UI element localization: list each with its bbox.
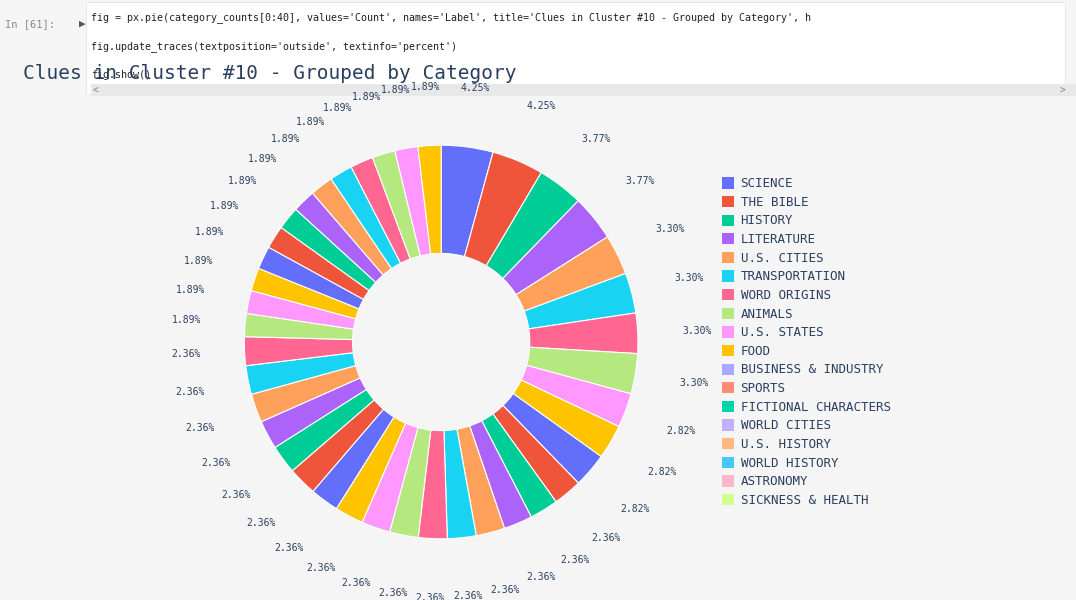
Wedge shape (269, 227, 369, 299)
Text: 1.89%: 1.89% (323, 103, 353, 113)
Text: Clues in Cluster #10 - Grouped by Category: Clues in Cluster #10 - Grouped by Catego… (23, 64, 516, 83)
Text: 1.89%: 1.89% (228, 176, 257, 186)
Wedge shape (521, 365, 631, 427)
Wedge shape (246, 290, 356, 329)
Wedge shape (244, 313, 354, 340)
Text: 2.36%: 2.36% (341, 578, 371, 588)
Wedge shape (486, 173, 578, 278)
Wedge shape (444, 429, 477, 539)
Text: 2.36%: 2.36% (561, 555, 590, 565)
Bar (91, 85, 1076, 96)
Text: fig.show(): fig.show() (91, 70, 152, 80)
Wedge shape (493, 406, 579, 502)
Wedge shape (419, 430, 448, 539)
Text: 2.36%: 2.36% (222, 490, 251, 500)
Wedge shape (313, 409, 394, 509)
Text: 2.36%: 2.36% (185, 423, 215, 433)
Text: 2.36%: 2.36% (201, 458, 230, 467)
Wedge shape (293, 400, 383, 491)
Text: 1.89%: 1.89% (411, 82, 441, 92)
Wedge shape (244, 337, 353, 366)
Text: fig.update_traces(textposition='outside', textinfo='percent'): fig.update_traces(textposition='outside'… (91, 41, 457, 52)
Text: 2.82%: 2.82% (621, 504, 650, 514)
Wedge shape (417, 145, 441, 254)
Wedge shape (457, 426, 505, 536)
Wedge shape (395, 146, 430, 256)
Text: 2.36%: 2.36% (591, 533, 620, 543)
Wedge shape (261, 378, 366, 448)
Text: 3.77%: 3.77% (582, 134, 611, 143)
Text: 3.30%: 3.30% (655, 224, 685, 233)
Text: 4.25%: 4.25% (461, 83, 490, 94)
Text: 2.36%: 2.36% (526, 572, 556, 583)
Text: 3.77%: 3.77% (625, 176, 654, 186)
Wedge shape (502, 394, 601, 483)
Wedge shape (252, 365, 360, 422)
Text: 4.25%: 4.25% (526, 101, 555, 112)
Text: 1.89%: 1.89% (381, 85, 411, 95)
Text: 2.36%: 2.36% (378, 588, 408, 598)
Wedge shape (528, 313, 638, 353)
Text: <: < (93, 85, 98, 95)
Text: 1.89%: 1.89% (271, 134, 300, 144)
Text: 2.36%: 2.36% (415, 593, 444, 600)
Text: 1.89%: 1.89% (210, 201, 239, 211)
Wedge shape (337, 417, 406, 522)
Wedge shape (296, 193, 383, 283)
Wedge shape (258, 247, 364, 309)
Wedge shape (275, 389, 374, 471)
Wedge shape (363, 423, 417, 532)
Wedge shape (524, 274, 636, 329)
Text: 1.89%: 1.89% (352, 92, 381, 103)
Text: >: > (1060, 85, 1065, 95)
Wedge shape (465, 152, 541, 266)
Text: 1.89%: 1.89% (184, 256, 213, 266)
Wedge shape (351, 158, 410, 263)
Wedge shape (372, 151, 421, 259)
Text: fig = px.pie(category_counts[0:40], values='Count', names='Label', title='Clues : fig = px.pie(category_counts[0:40], valu… (91, 12, 811, 23)
Wedge shape (482, 414, 556, 517)
Text: In [61]:: In [61]: (5, 19, 55, 29)
Text: 3.30%: 3.30% (679, 379, 708, 388)
Wedge shape (441, 145, 493, 257)
Text: 2.36%: 2.36% (307, 563, 336, 573)
Text: 1.89%: 1.89% (249, 154, 278, 164)
Wedge shape (331, 167, 400, 269)
Text: 2.82%: 2.82% (647, 467, 676, 477)
Wedge shape (251, 268, 359, 319)
Text: 2.36%: 2.36% (246, 518, 275, 528)
Text: 3.30%: 3.30% (682, 326, 711, 335)
Text: 2.82%: 2.82% (666, 426, 696, 436)
Wedge shape (516, 237, 625, 311)
Text: 1.89%: 1.89% (171, 315, 201, 325)
Wedge shape (312, 179, 392, 275)
Legend: SCIENCE, THE BIBLE, HISTORY, LITERATURE, U.S. CITIES, TRANSPORTATION, WORD ORIGI: SCIENCE, THE BIBLE, HISTORY, LITERATURE,… (718, 173, 894, 511)
Text: 2.36%: 2.36% (453, 592, 483, 600)
Text: 2.36%: 2.36% (274, 543, 305, 553)
Wedge shape (390, 427, 430, 538)
Text: 2.36%: 2.36% (171, 349, 200, 359)
Text: 1.89%: 1.89% (196, 227, 225, 238)
Wedge shape (526, 347, 638, 394)
Wedge shape (281, 209, 376, 290)
Wedge shape (245, 353, 356, 394)
Text: ▶: ▶ (79, 19, 85, 29)
Text: 1.89%: 1.89% (176, 285, 206, 295)
Text: 2.36%: 2.36% (175, 386, 204, 397)
Wedge shape (469, 421, 532, 529)
Text: 3.30%: 3.30% (675, 273, 704, 283)
Wedge shape (502, 201, 608, 295)
Wedge shape (513, 380, 619, 457)
Text: 2.36%: 2.36% (491, 584, 520, 595)
Text: 1.89%: 1.89% (296, 117, 326, 127)
